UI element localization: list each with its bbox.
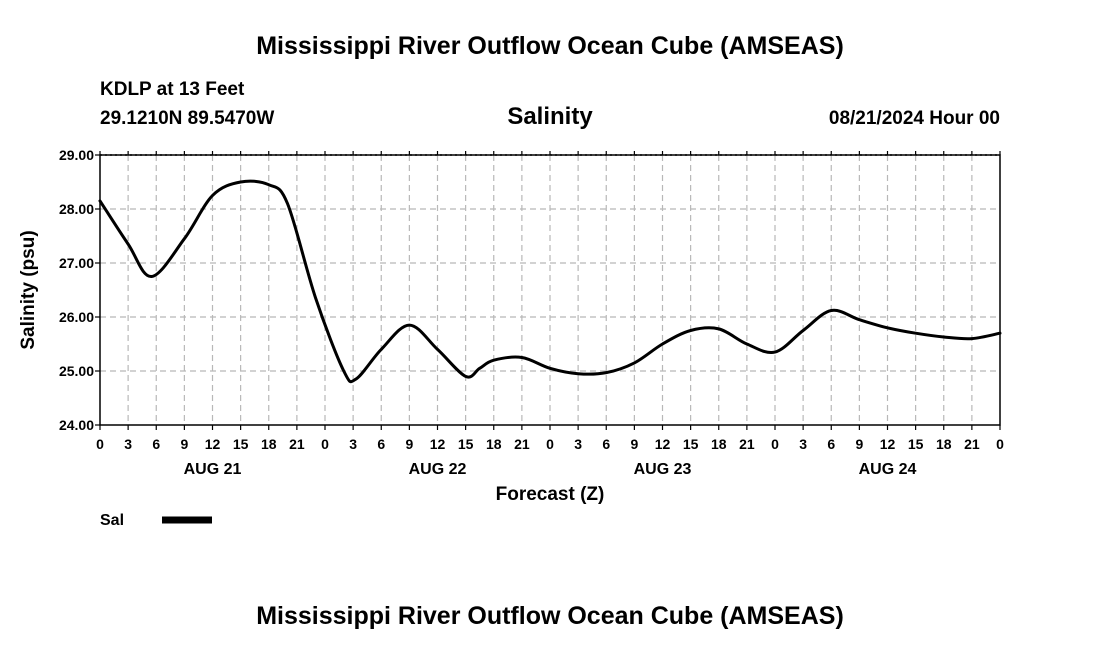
x-tick-label: 15: [233, 436, 249, 452]
x-axis-title: Forecast (Z): [496, 484, 605, 505]
location-label: 29.1210N 89.5470W: [100, 108, 274, 129]
legend-label-sal: Sal: [100, 512, 124, 529]
series-line-sal: [98, 179, 1002, 384]
x-tick-label: 9: [405, 436, 413, 452]
axis-ticks: [95, 151, 1001, 430]
x-tick-label: 18: [261, 436, 277, 452]
day-label: AUG 22: [409, 461, 467, 478]
x-tick-label: 3: [574, 436, 582, 452]
y-axis-title: Salinity (psu): [18, 230, 39, 349]
day-label: AUG 23: [634, 461, 692, 478]
datetime-label: 08/21/2024 Hour 00: [829, 108, 1000, 129]
y-tick-label: 24.00: [59, 417, 94, 433]
x-tick-label: 18: [486, 436, 502, 452]
x-tick-label: 18: [936, 436, 952, 452]
x-tick-label: 6: [827, 436, 835, 452]
x-tick-label: 18: [711, 436, 727, 452]
x-tick-label: 15: [683, 436, 699, 452]
y-tick-label: 29.00: [59, 147, 94, 163]
day-label: AUG 24: [859, 461, 917, 478]
x-tick-label: 6: [377, 436, 385, 452]
legend: Sal: [100, 512, 212, 529]
y-tick-label: 25.00: [59, 363, 94, 379]
x-tick-label: 9: [855, 436, 863, 452]
chart-main-title: Mississippi River Outflow Ocean Cube (AM…: [256, 32, 844, 60]
tick-labels: 24.00 25.00 26.00 27.00 28.00 29.00 0 3 6 9 12 15 18…: [59, 147, 1004, 478]
x-tick-label: 12: [880, 436, 896, 452]
x-tick-label: 15: [908, 436, 924, 452]
x-tick-label: 21: [289, 436, 305, 452]
series-layer: [98, 179, 1002, 384]
footer-title: Mississippi River Outflow Ocean Cube (AM…: [256, 602, 844, 630]
x-tick-label: 3: [349, 436, 357, 452]
x-tick-label: 12: [205, 436, 221, 452]
variable-title: Salinity: [507, 103, 593, 130]
x-tick-label: 0: [96, 436, 104, 452]
x-tick-label: 0: [321, 436, 329, 452]
x-tick-label: 0: [996, 436, 1004, 452]
x-tick-label: 21: [739, 436, 755, 452]
y-tick-label: 27.00: [59, 255, 94, 271]
x-tick-label: 0: [771, 436, 779, 452]
x-tick-label: 15: [458, 436, 474, 452]
x-tick-label: 0: [546, 436, 554, 452]
day-label: AUG 21: [184, 461, 242, 478]
y-tick-label: 28.00: [59, 201, 94, 217]
x-tick-label: 9: [630, 436, 638, 452]
y-tick-label: 26.00: [59, 309, 94, 325]
x-tick-label: 21: [964, 436, 980, 452]
grid: [100, 154, 1000, 425]
x-tick-label: 6: [602, 436, 610, 452]
x-tick-label: 12: [655, 436, 671, 452]
station-label: KDLP at 13 Feet: [100, 79, 245, 100]
x-tick-label: 21: [514, 436, 530, 452]
x-tick-label: 6: [152, 436, 160, 452]
x-tick-label: 9: [180, 436, 188, 452]
x-tick-label: 3: [124, 436, 132, 452]
x-tick-label: 3: [799, 436, 807, 452]
x-tick-label: 12: [430, 436, 446, 452]
